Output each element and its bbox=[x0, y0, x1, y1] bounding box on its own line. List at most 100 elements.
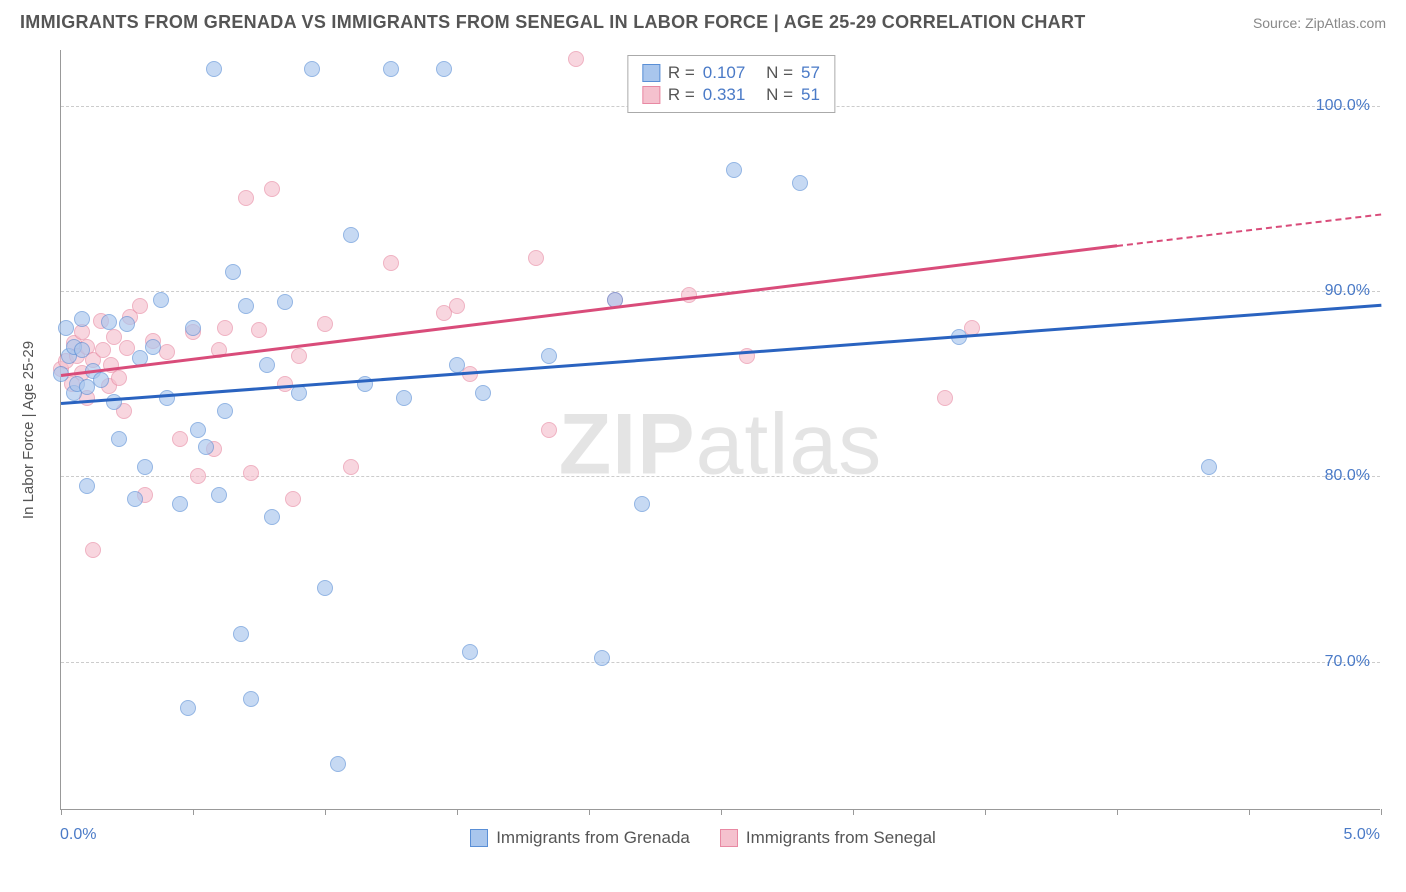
legend-label-grenada: Immigrants from Grenada bbox=[496, 828, 690, 848]
r-label: R = bbox=[668, 85, 695, 105]
data-marker bbox=[198, 439, 214, 455]
data-marker bbox=[259, 357, 275, 373]
data-marker bbox=[190, 468, 206, 484]
data-marker bbox=[206, 61, 222, 77]
title-bar: IMMIGRANTS FROM GRENADA VS IMMIGRANTS FR… bbox=[0, 0, 1406, 41]
trend-line bbox=[61, 245, 1117, 377]
data-marker bbox=[111, 370, 127, 386]
x-tick bbox=[589, 809, 590, 815]
data-marker bbox=[541, 422, 557, 438]
data-marker bbox=[95, 342, 111, 358]
y-tick-label: 80.0% bbox=[1325, 467, 1370, 485]
x-tick bbox=[193, 809, 194, 815]
data-marker bbox=[937, 390, 953, 406]
x-tick bbox=[61, 809, 62, 815]
data-marker bbox=[93, 372, 109, 388]
x-tick bbox=[1249, 809, 1250, 815]
chart-area: 70.0%80.0%90.0%100.0% ZIPatlas R = 0.107… bbox=[60, 50, 1380, 810]
y-axis-label: In Labor Force | Age 25-29 bbox=[20, 341, 37, 519]
x-tick bbox=[457, 809, 458, 815]
n-label: N = bbox=[766, 63, 793, 83]
chart-container: { "title": "IMMIGRANTS FROM GRENADA VS I… bbox=[0, 0, 1406, 892]
data-marker bbox=[119, 316, 135, 332]
data-marker bbox=[317, 316, 333, 332]
data-marker bbox=[304, 61, 320, 77]
r-value-grenada: 0.107 bbox=[703, 63, 746, 83]
data-marker bbox=[172, 496, 188, 512]
data-marker bbox=[568, 51, 584, 67]
data-marker bbox=[180, 700, 196, 716]
data-marker bbox=[243, 465, 259, 481]
data-marker bbox=[541, 348, 557, 364]
x-tick bbox=[1117, 809, 1118, 815]
data-marker bbox=[449, 357, 465, 373]
y-tick-label: 90.0% bbox=[1325, 282, 1370, 300]
stats-row-senegal: R = 0.331 N = 51 bbox=[642, 84, 820, 106]
swatch-senegal bbox=[642, 86, 660, 104]
data-marker bbox=[217, 320, 233, 336]
bottom-legend: Immigrants from Grenada Immigrants from … bbox=[0, 828, 1406, 848]
data-marker bbox=[383, 255, 399, 271]
x-tick bbox=[721, 809, 722, 815]
r-label: R = bbox=[668, 63, 695, 83]
data-marker bbox=[85, 542, 101, 558]
data-marker bbox=[225, 264, 241, 280]
source-label: Source: ZipAtlas.com bbox=[1253, 15, 1386, 31]
data-marker bbox=[79, 478, 95, 494]
data-marker bbox=[396, 390, 412, 406]
data-marker bbox=[251, 322, 267, 338]
data-marker bbox=[74, 342, 90, 358]
data-marker bbox=[594, 650, 610, 666]
data-marker bbox=[681, 287, 697, 303]
data-marker bbox=[1201, 459, 1217, 475]
n-value-grenada: 57 bbox=[801, 63, 820, 83]
n-label: N = bbox=[766, 85, 793, 105]
legend-label-senegal: Immigrants from Senegal bbox=[746, 828, 936, 848]
data-marker bbox=[58, 320, 74, 336]
data-marker bbox=[101, 314, 117, 330]
data-marker bbox=[449, 298, 465, 314]
data-marker bbox=[238, 190, 254, 206]
x-tick bbox=[1381, 809, 1382, 815]
r-value-senegal: 0.331 bbox=[703, 85, 746, 105]
data-marker bbox=[172, 431, 188, 447]
data-marker bbox=[185, 320, 201, 336]
swatch-grenada bbox=[642, 64, 660, 82]
trend-line bbox=[1117, 213, 1381, 246]
stats-legend-box: R = 0.107 N = 57 R = 0.331 N = 51 bbox=[627, 55, 835, 113]
x-tick bbox=[985, 809, 986, 815]
data-marker bbox=[528, 250, 544, 266]
swatch-grenada bbox=[470, 829, 488, 847]
data-marker bbox=[330, 756, 346, 772]
data-marker bbox=[190, 422, 206, 438]
trend-line bbox=[61, 304, 1381, 405]
data-marker bbox=[475, 385, 491, 401]
data-marker bbox=[792, 175, 808, 191]
data-marker bbox=[145, 339, 161, 355]
data-marker bbox=[383, 61, 399, 77]
plot-surface: 70.0%80.0%90.0%100.0% bbox=[61, 50, 1380, 809]
data-marker bbox=[211, 487, 227, 503]
n-value-senegal: 51 bbox=[801, 85, 820, 105]
x-tick bbox=[853, 809, 854, 815]
y-gridline bbox=[61, 662, 1380, 663]
y-gridline bbox=[61, 476, 1380, 477]
data-marker bbox=[153, 292, 169, 308]
legend-item-grenada: Immigrants from Grenada bbox=[470, 828, 690, 848]
y-tick-label: 100.0% bbox=[1316, 97, 1370, 115]
data-marker bbox=[264, 181, 280, 197]
data-marker bbox=[106, 329, 122, 345]
data-marker bbox=[462, 644, 478, 660]
data-marker bbox=[127, 491, 143, 507]
data-marker bbox=[726, 162, 742, 178]
stats-row-grenada: R = 0.107 N = 57 bbox=[642, 62, 820, 84]
legend-item-senegal: Immigrants from Senegal bbox=[720, 828, 936, 848]
data-marker bbox=[343, 227, 359, 243]
data-marker bbox=[277, 294, 293, 310]
data-marker bbox=[264, 509, 280, 525]
data-marker bbox=[291, 385, 307, 401]
data-marker bbox=[317, 580, 333, 596]
data-marker bbox=[233, 626, 249, 642]
y-gridline bbox=[61, 291, 1380, 292]
swatch-senegal bbox=[720, 829, 738, 847]
